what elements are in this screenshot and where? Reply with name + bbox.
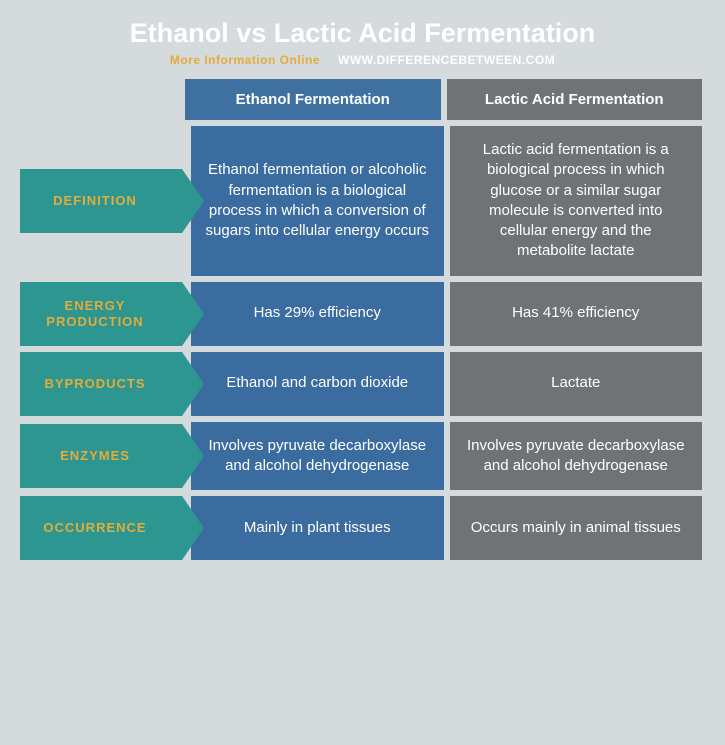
cell-lactic: Involves pyruvate decarboxylase and alco… bbox=[450, 422, 703, 491]
column-header-lactic: Lactic Acid Fermentation bbox=[447, 79, 703, 120]
cell-lactic: Occurs mainly in animal tissues bbox=[450, 496, 703, 560]
row-label: BYPRODUCTS bbox=[20, 352, 182, 416]
row-label: DEFINITION bbox=[20, 169, 182, 233]
page-title: Ethanol vs Lactic Acid Fermentation bbox=[20, 18, 705, 49]
table-row: OCCURRENCEMainly in plant tissuesOccurs … bbox=[20, 496, 705, 560]
cell-ethanol: Mainly in plant tissues bbox=[191, 496, 444, 560]
row-label-arrow: DEFINITION bbox=[20, 126, 182, 276]
header-spacer bbox=[20, 79, 182, 120]
column-header-ethanol: Ethanol Fermentation bbox=[185, 79, 441, 120]
table-row: ENZYMESInvolves pyruvate decarboxylase a… bbox=[20, 422, 705, 491]
more-info-label: More Information Online bbox=[170, 53, 320, 67]
cell-lactic: Has 41% efficiency bbox=[450, 282, 703, 346]
row-label: OCCURRENCE bbox=[20, 496, 182, 560]
column-headers: Ethanol Fermentation Lactic Acid Ferment… bbox=[20, 79, 705, 120]
cell-ethanol: Ethanol fermentation or alcoholic fermen… bbox=[191, 126, 444, 276]
cell-lactic: Lactate bbox=[450, 352, 703, 416]
row-label: ENERGY PRODUCTION bbox=[20, 282, 182, 346]
row-label-arrow: BYPRODUCTS bbox=[20, 352, 182, 416]
cell-lactic: Lactic acid fermentation is a biological… bbox=[450, 126, 703, 276]
table-row: ENERGY PRODUCTIONHas 29% efficiencyHas 4… bbox=[20, 282, 705, 346]
header: Ethanol vs Lactic Acid Fermentation More… bbox=[20, 18, 705, 67]
comparison-table: Ethanol Fermentation Lactic Acid Ferment… bbox=[20, 79, 705, 560]
table-row: DEFINITIONEthanol fermentation or alcoho… bbox=[20, 126, 705, 276]
sub-header: More Information Online WWW.DIFFERENCEBE… bbox=[20, 53, 705, 67]
row-label-arrow: ENZYMES bbox=[20, 422, 182, 491]
site-link[interactable]: WWW.DIFFERENCEBETWEEN.COM bbox=[338, 53, 555, 67]
cell-ethanol: Involves pyruvate decarboxylase and alco… bbox=[191, 422, 444, 491]
cell-ethanol: Ethanol and carbon dioxide bbox=[191, 352, 444, 416]
row-label-arrow: OCCURRENCE bbox=[20, 496, 182, 560]
row-label-arrow: ENERGY PRODUCTION bbox=[20, 282, 182, 346]
cell-ethanol: Has 29% efficiency bbox=[191, 282, 444, 346]
table-row: BYPRODUCTSEthanol and carbon dioxideLact… bbox=[20, 352, 705, 416]
row-label: ENZYMES bbox=[20, 424, 182, 488]
